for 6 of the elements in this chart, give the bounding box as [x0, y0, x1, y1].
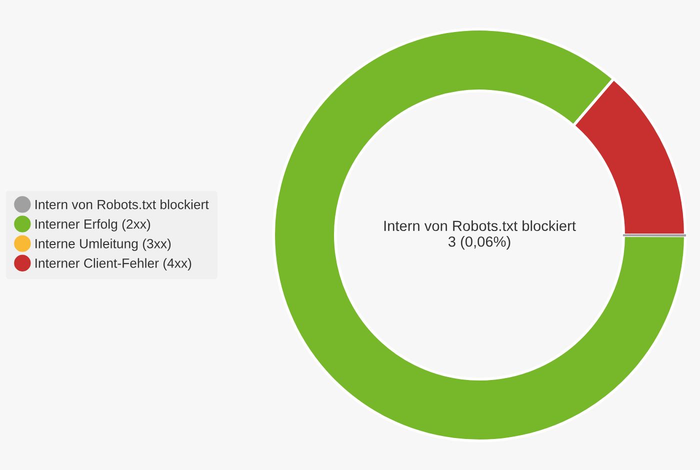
- donut-slice: [272, 28, 687, 442]
- legend-label: Interner Client-Fehler (4xx): [36, 258, 192, 270]
- legend-label: Interner Erfolg (2xx): [36, 219, 150, 232]
- text: Intern von Robots.txt blockiert 3 (0,06%): [384, 220, 576, 250]
- legend-label: Intern von Robots.txt blockiert: [36, 200, 209, 210]
- legend-label: Interne Umleitung (3xx): [36, 238, 171, 251]
